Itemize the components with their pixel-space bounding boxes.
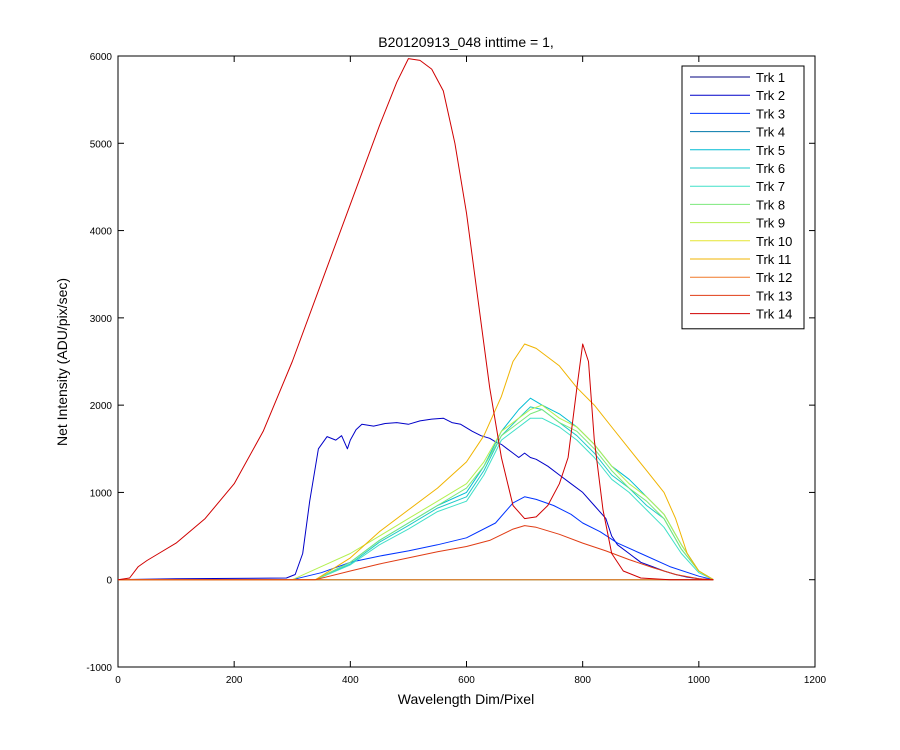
legend-box (681, 65, 805, 330)
y-tick-label: 5000 (90, 139, 113, 150)
legend-label: Trk 1 (756, 70, 785, 85)
x-tick-label: 400 (342, 675, 359, 686)
series-line-trk-6 (118, 406, 714, 581)
legend-label: Trk 4 (756, 125, 785, 140)
series-line-trk-14 (118, 58, 714, 581)
legend-label: Trk 5 (756, 143, 785, 158)
x-tick-label: 1000 (688, 675, 711, 686)
x-axis-title: Wavelength Dim/Pixel (398, 691, 534, 707)
series-line-trk-13 (118, 525, 714, 581)
series-line-trk-7 (118, 417, 714, 581)
chart-title: B20120913_048 inttime = 1, (378, 34, 554, 50)
legend-label: Trk 2 (756, 88, 785, 103)
legend-label: Trk 3 (756, 106, 785, 121)
x-tick-label: 800 (574, 675, 591, 686)
legend-label: Trk 7 (756, 179, 785, 194)
y-tick-label: 0 (106, 576, 112, 587)
y-tick-label: 2000 (90, 401, 113, 412)
series-line-trk-11 (118, 343, 714, 581)
legend-label: Trk 8 (756, 197, 785, 212)
series-lines (118, 58, 714, 581)
y-axis-title: Net Intensity (ADU/pix/sec) (54, 278, 70, 446)
series-line-trk-9 (118, 404, 714, 581)
x-tick-label: 0 (115, 675, 121, 686)
legend-label: Trk 6 (756, 161, 785, 176)
legend-label: Trk 12 (756, 270, 792, 285)
legend-label: Trk 9 (756, 216, 785, 231)
series-line-trk-8 (118, 409, 714, 581)
legend: Trk 1 Trk 2 Trk 3 Trk 4 Trk 5 Trk 6 Trk 7 Trk 8… (681, 65, 805, 330)
y-tick-label: -1000 (86, 663, 112, 674)
legend-label: Trk 13 (756, 288, 792, 303)
y-tick-label: 1000 (90, 488, 113, 499)
legend-label: Trk 10 (756, 234, 792, 249)
series-line-trk-3 (118, 496, 714, 581)
x-tick-label: 1200 (804, 675, 827, 686)
legend-label: Trk 14 (756, 307, 792, 322)
legend-label: Trk 11 (756, 252, 791, 267)
x-tick-label: 200 (226, 675, 243, 686)
y-tick-label: 4000 (90, 227, 113, 238)
plot-area: 0 200 400 600 800 1000 1200-100001000200030004… (86, 52, 826, 686)
y-tick-label: 6000 (90, 52, 113, 63)
y-tick-label: 3000 (90, 314, 113, 325)
x-tick-label: 600 (458, 675, 475, 686)
